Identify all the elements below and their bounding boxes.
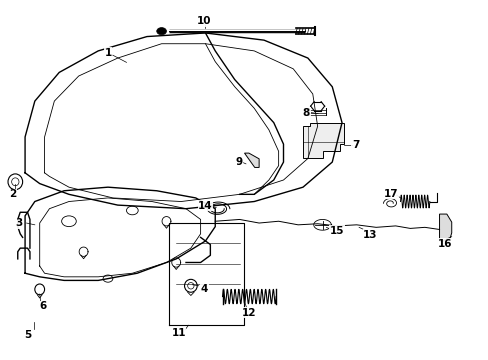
- Text: 16: 16: [437, 239, 452, 249]
- Text: 15: 15: [329, 226, 344, 236]
- Text: 11: 11: [171, 328, 185, 338]
- Text: 14: 14: [198, 201, 212, 211]
- Polygon shape: [303, 123, 344, 158]
- Text: 17: 17: [383, 189, 397, 199]
- Text: 6: 6: [40, 301, 47, 311]
- Text: 9: 9: [235, 157, 242, 167]
- Text: 10: 10: [197, 17, 211, 27]
- Polygon shape: [439, 214, 451, 241]
- Text: 3: 3: [16, 218, 23, 228]
- Text: 8: 8: [302, 108, 309, 118]
- Text: 13: 13: [362, 230, 377, 239]
- Text: 2: 2: [9, 189, 17, 199]
- Text: 1: 1: [104, 48, 111, 58]
- Text: 12: 12: [242, 308, 256, 318]
- Text: 7: 7: [351, 140, 359, 150]
- Polygon shape: [244, 153, 259, 167]
- Text: 5: 5: [24, 330, 31, 340]
- Text: 4: 4: [201, 284, 208, 294]
- Circle shape: [157, 28, 166, 35]
